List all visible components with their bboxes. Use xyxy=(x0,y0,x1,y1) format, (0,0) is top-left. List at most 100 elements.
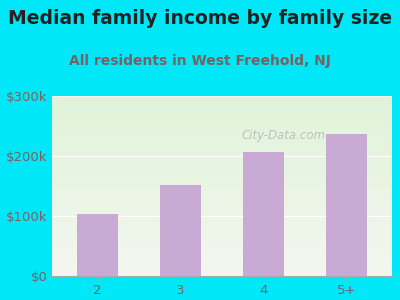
Bar xyxy=(52,127,392,128)
Bar xyxy=(52,251,392,252)
Bar xyxy=(52,101,392,102)
Bar xyxy=(52,143,392,144)
Bar xyxy=(52,269,392,270)
Bar xyxy=(52,194,392,195)
Bar xyxy=(52,189,392,190)
Bar xyxy=(52,163,392,164)
Bar xyxy=(52,166,392,167)
Bar xyxy=(52,148,392,149)
Bar xyxy=(52,109,392,110)
Bar xyxy=(52,201,392,202)
Bar xyxy=(52,168,392,169)
Bar xyxy=(52,231,392,232)
Bar xyxy=(52,233,392,234)
Bar xyxy=(52,225,392,226)
Bar xyxy=(52,130,392,131)
Bar xyxy=(52,104,392,105)
Bar xyxy=(52,100,392,101)
Bar xyxy=(52,120,392,121)
Bar xyxy=(52,264,392,265)
Bar xyxy=(52,209,392,210)
Bar xyxy=(52,152,392,153)
Bar xyxy=(52,160,392,161)
Bar xyxy=(52,100,392,101)
Bar xyxy=(52,128,392,129)
Bar xyxy=(52,98,392,99)
Bar xyxy=(52,177,392,178)
Bar xyxy=(52,192,392,193)
Bar xyxy=(52,183,392,184)
Bar xyxy=(52,150,392,151)
Bar xyxy=(52,261,392,262)
Bar xyxy=(52,220,392,221)
Bar xyxy=(52,216,392,217)
Bar xyxy=(52,223,392,224)
Bar xyxy=(52,241,392,242)
Bar xyxy=(52,103,392,104)
Bar xyxy=(52,203,392,204)
Text: City-Data.com: City-Data.com xyxy=(241,129,325,142)
Bar xyxy=(52,199,392,200)
Bar xyxy=(52,151,392,152)
Bar xyxy=(52,140,392,141)
Bar xyxy=(52,114,392,115)
Bar xyxy=(52,235,392,236)
Bar xyxy=(52,227,392,228)
Bar xyxy=(52,144,392,145)
Bar xyxy=(52,174,392,175)
Bar xyxy=(52,224,392,225)
Bar xyxy=(52,215,392,216)
Bar xyxy=(52,197,392,198)
Bar xyxy=(52,162,392,163)
Bar xyxy=(52,156,392,157)
Bar xyxy=(52,115,392,116)
Bar xyxy=(52,240,392,241)
Bar xyxy=(52,236,392,237)
Bar xyxy=(52,171,392,172)
Bar xyxy=(52,226,392,227)
Bar xyxy=(52,96,392,97)
Bar xyxy=(52,206,392,207)
Bar xyxy=(52,97,392,98)
Bar xyxy=(52,136,392,137)
Bar xyxy=(77,214,118,276)
Bar xyxy=(52,118,392,119)
Bar xyxy=(52,253,392,254)
Bar xyxy=(52,182,392,183)
Bar xyxy=(52,172,392,173)
Bar xyxy=(52,169,392,170)
Bar xyxy=(52,207,392,208)
Bar xyxy=(52,266,392,267)
Bar xyxy=(52,244,392,245)
Bar xyxy=(52,153,392,154)
Bar xyxy=(52,213,392,214)
Bar xyxy=(52,212,392,213)
Bar xyxy=(52,234,392,235)
Text: Median family income by family size: Median family income by family size xyxy=(8,9,392,28)
Bar xyxy=(52,178,392,179)
Bar xyxy=(52,195,392,196)
Bar xyxy=(52,190,392,191)
Bar xyxy=(52,165,392,166)
Bar xyxy=(52,186,392,187)
Bar xyxy=(52,124,392,125)
Bar xyxy=(52,170,392,171)
Bar xyxy=(52,107,392,108)
Bar xyxy=(52,255,392,256)
Bar xyxy=(52,161,392,162)
Bar xyxy=(52,200,392,201)
Bar xyxy=(52,262,392,263)
Bar xyxy=(52,270,392,271)
Bar xyxy=(52,147,392,148)
Bar xyxy=(52,191,392,192)
Bar xyxy=(52,102,392,103)
Bar xyxy=(52,108,392,109)
Bar xyxy=(52,112,392,113)
Bar xyxy=(52,149,392,150)
Bar xyxy=(243,152,284,276)
Bar xyxy=(52,193,392,194)
Bar xyxy=(52,131,392,132)
Bar xyxy=(52,245,392,246)
Bar xyxy=(52,187,392,188)
Bar xyxy=(52,232,392,233)
